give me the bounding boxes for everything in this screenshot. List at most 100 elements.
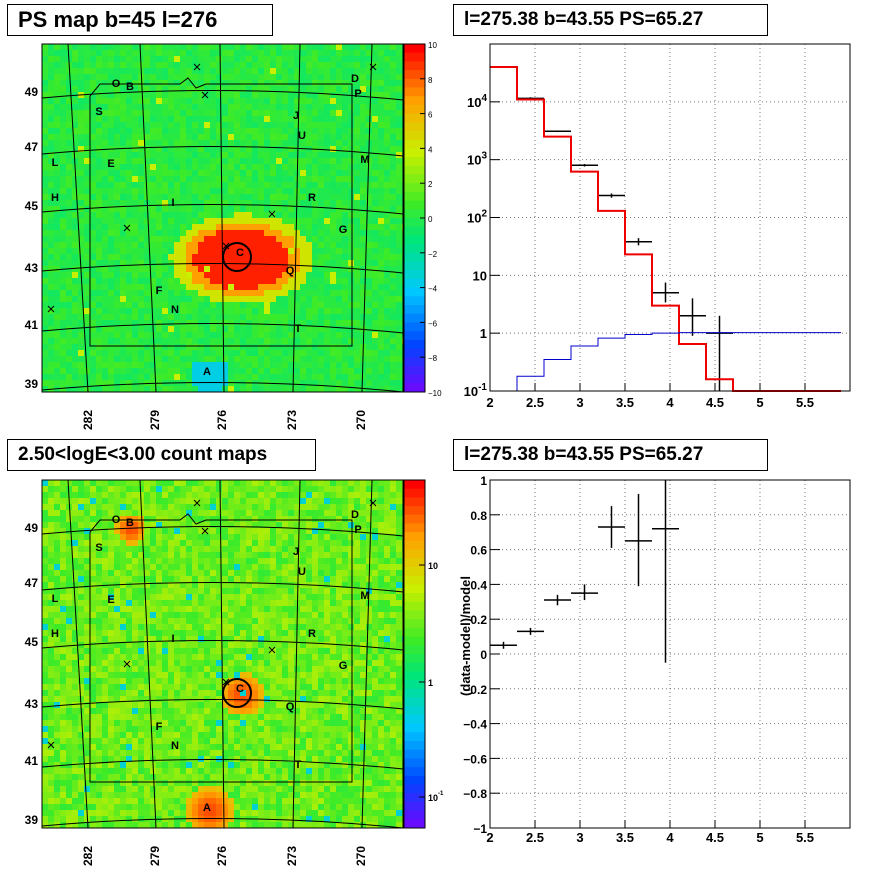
source-label: D bbox=[351, 509, 359, 521]
source-label: C bbox=[236, 683, 244, 695]
source-label: G bbox=[339, 660, 348, 672]
source-label: E bbox=[107, 594, 114, 606]
source-label: I bbox=[171, 197, 174, 209]
colorbar-swatch bbox=[404, 131, 425, 140]
colorbar-tick-label: 10-1 bbox=[428, 791, 444, 803]
source-label: F bbox=[156, 285, 163, 297]
source-label: T bbox=[295, 759, 302, 771]
colorbar-tick-label: 2 bbox=[428, 180, 433, 189]
source-label: H bbox=[51, 628, 59, 640]
y-tick-label: 10-1 bbox=[464, 382, 488, 399]
colorbar-swatch bbox=[404, 253, 425, 262]
x-tick-label: 3.5 bbox=[616, 395, 634, 410]
sky-map-pixels bbox=[42, 44, 408, 392]
y-tick-label: 104 bbox=[467, 93, 487, 110]
colorbar-swatch bbox=[404, 105, 425, 114]
source-label: P bbox=[354, 524, 361, 536]
colorbar-swatch bbox=[404, 593, 425, 602]
colorbar-swatch bbox=[404, 480, 425, 489]
colorbar-swatch bbox=[404, 183, 425, 192]
colorbar-tick-label: −6 bbox=[428, 319, 438, 328]
colorbar-swatch bbox=[404, 680, 425, 689]
x-tick-label: 4 bbox=[666, 830, 674, 845]
colorbar-swatch bbox=[404, 750, 425, 759]
longitude-tick-label: 276 bbox=[215, 410, 229, 430]
x-tick-label: 5 bbox=[756, 395, 763, 410]
colorbar-tick-label: −8 bbox=[428, 354, 438, 363]
longitude-tick-label: 276 bbox=[215, 846, 229, 866]
y-tick-label: 1 bbox=[480, 326, 487, 341]
source-label: Q bbox=[286, 701, 295, 713]
sky-map-pixels bbox=[42, 480, 408, 828]
source-label: S bbox=[95, 106, 102, 118]
latitude-tick-label: 41 bbox=[25, 754, 39, 768]
source-label: E bbox=[107, 158, 114, 170]
source-label: R bbox=[308, 628, 316, 640]
colorbar-swatch bbox=[404, 166, 425, 175]
colorbar-swatch bbox=[404, 541, 425, 550]
x-tick-label: 5 bbox=[756, 830, 763, 845]
source-label: M bbox=[360, 154, 369, 166]
longitude-tick-label: 282 bbox=[81, 410, 95, 430]
latitude-tick-label: 39 bbox=[25, 377, 39, 391]
colorbar-swatch bbox=[404, 811, 425, 820]
colorbar-tick-label: −2 bbox=[428, 250, 438, 259]
colorbar-swatch bbox=[404, 741, 425, 750]
colorbar-tick-label: 4 bbox=[428, 145, 433, 154]
source-label: M bbox=[360, 590, 369, 602]
colorbar-swatch bbox=[404, 506, 425, 515]
colorbar-swatch bbox=[404, 235, 425, 244]
colorbar-swatch bbox=[404, 383, 425, 392]
source-label: U bbox=[298, 566, 306, 578]
colorbar-tick-label: 8 bbox=[428, 76, 433, 85]
colorbar-swatch bbox=[404, 732, 425, 741]
colorbar-swatch bbox=[404, 776, 425, 785]
y-tick-label: −0.6 bbox=[463, 752, 487, 766]
colorbar-swatch bbox=[404, 584, 425, 593]
colorbar-tick-label: −10 bbox=[428, 389, 442, 398]
colorbar-swatch bbox=[404, 79, 425, 88]
colorbar-swatch bbox=[404, 567, 425, 576]
x-tick-label: 4 bbox=[666, 395, 674, 410]
colorbar-swatch bbox=[404, 201, 425, 210]
colorbar-swatch bbox=[404, 654, 425, 663]
colorbar-swatch bbox=[404, 524, 425, 533]
colorbar-tick-label: 1 bbox=[428, 678, 433, 688]
source-label: C bbox=[236, 247, 244, 259]
y-tick-label: 102 bbox=[467, 209, 487, 226]
colorbar-swatch bbox=[404, 140, 425, 149]
count-map-title: 2.50<logE<3.00 count maps bbox=[7, 439, 316, 471]
source-label: I bbox=[171, 633, 174, 645]
x-tick-label: 3 bbox=[576, 830, 583, 845]
colorbar-swatch bbox=[404, 663, 425, 672]
colorbar-swatch bbox=[404, 758, 425, 767]
colorbar-swatch bbox=[404, 802, 425, 811]
y-tick-label: 10 bbox=[473, 268, 487, 283]
source-label: S bbox=[95, 542, 102, 554]
latitude-tick-label: 39 bbox=[25, 813, 39, 827]
colorbar-swatch bbox=[404, 793, 425, 802]
colorbar-swatch bbox=[404, 227, 425, 236]
colorbar-swatch bbox=[404, 637, 425, 646]
colorbar-swatch bbox=[404, 724, 425, 733]
latitude-tick-label: 45 bbox=[25, 199, 39, 213]
colorbar-swatch bbox=[404, 628, 425, 637]
source-label: G bbox=[339, 224, 348, 236]
source-label: Q bbox=[286, 265, 295, 277]
colorbar-swatch bbox=[404, 70, 425, 79]
y-tick-label: 0 bbox=[480, 648, 487, 662]
colorbar-swatch bbox=[404, 671, 425, 680]
residual-title: l=275.38 b=43.55 PS=65.27 bbox=[453, 439, 768, 471]
source-label: L bbox=[52, 157, 59, 169]
colorbar-swatch bbox=[404, 558, 425, 567]
colorbar-swatch bbox=[404, 698, 425, 707]
colorbar-swatch bbox=[404, 53, 425, 62]
source-label: B bbox=[126, 517, 134, 529]
colorbar-swatch bbox=[404, 515, 425, 524]
source-label: B bbox=[126, 81, 134, 93]
longitude-tick-label: 273 bbox=[285, 410, 299, 430]
colorbar-swatch bbox=[404, 576, 425, 585]
colorbar-tick-label: −4 bbox=[428, 285, 438, 294]
